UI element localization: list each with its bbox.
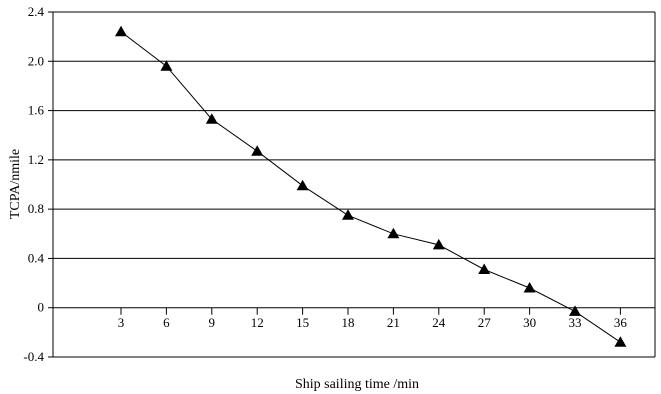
y-axis: 2.4 2.0 1.6 1.2 0.8 0.4 0 -0.4 [23,4,53,364]
x-tick-label: 12 [251,315,264,330]
data-point [387,227,400,239]
grid-lines [52,11,656,358]
x-tick-label: 24 [432,315,446,330]
series-layer [115,25,627,347]
y-tick-label: 0.8 [28,201,44,216]
data-point [115,25,127,37]
x-tick-label: 9 [209,315,216,330]
x-tick-label: 30 [523,315,536,330]
x-tick-label: 15 [296,315,309,330]
y-tick-label: 1.2 [28,152,44,167]
y-tick-label: 1.6 [28,103,45,118]
data-point [296,179,309,191]
x-tick-label: 21 [387,315,400,330]
y-tick-label: 2.0 [28,53,44,68]
data-point [160,60,173,71]
data-point [478,263,491,275]
y-tick-label: -0.4 [23,349,44,364]
x-tick-label: 18 [342,315,355,330]
y-axis-label: TCPA/nmile [8,149,23,219]
data-point [614,336,627,347]
x-tick-label: 33 [569,315,582,330]
data-point [569,305,581,316]
series-line [120,31,621,343]
x-tick-label: 3 [118,315,125,330]
data-point [251,145,264,156]
data-point [523,282,536,293]
y-tick-label: 2.4 [28,4,45,19]
x-tick-label: 6 [163,315,170,330]
x-axis: 3 6 9 12 15 18 21 24 27 30 33 36 [118,307,628,330]
x-axis-label: Ship sailing time /min [295,377,419,392]
y-tick-label: 0.4 [28,250,45,265]
y-tick-label: 0 [38,300,45,315]
x-tick-label: 36 [614,315,628,330]
data-point [432,238,445,250]
data-point [205,113,218,124]
data-point [342,209,354,220]
x-tick-label: 27 [478,315,492,330]
